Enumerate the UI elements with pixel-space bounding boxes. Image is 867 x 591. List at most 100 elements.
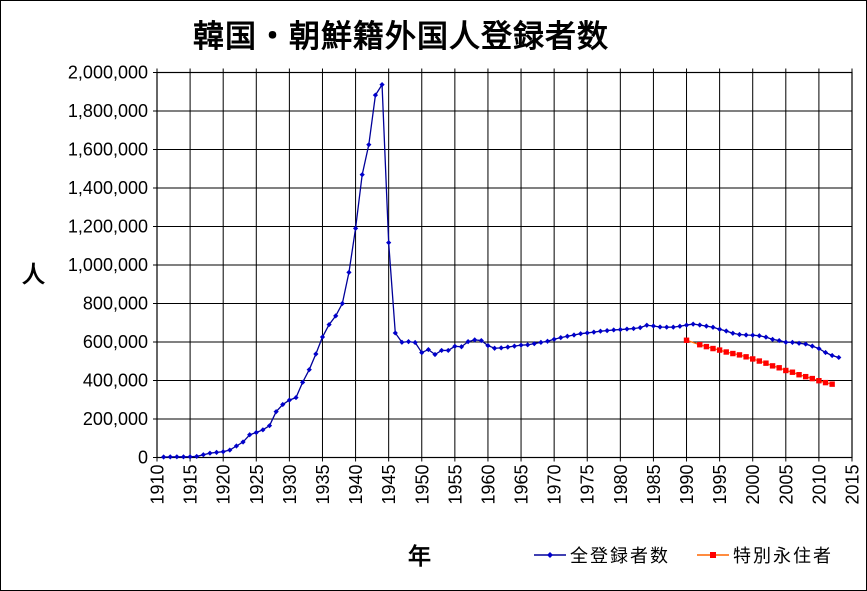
total-series-marker [604, 328, 610, 334]
total-series-marker [240, 439, 246, 445]
total-series-marker [763, 334, 769, 340]
total-series-marker [313, 351, 319, 357]
x-tick-label: 1960 [478, 465, 498, 505]
special-series-marker [816, 377, 822, 384]
total-series-marker [723, 328, 729, 334]
y-tick-label: 1,000,000 [68, 255, 148, 275]
total-series-marker [789, 339, 796, 345]
y-tick-label: 1,800,000 [68, 101, 148, 121]
total-series-marker [359, 172, 365, 178]
total-series-marker [769, 336, 776, 342]
total-series-marker [736, 331, 743, 338]
total-series-marker [644, 322, 650, 328]
x-tick-label: 1920 [214, 465, 234, 505]
total-series-marker [597, 328, 604, 334]
legend-sample-total-icon [534, 552, 566, 558]
total-series-marker [558, 335, 564, 341]
total-series-marker [750, 332, 756, 338]
special-series-marker [796, 372, 802, 378]
total-series-marker [439, 347, 445, 354]
total-series-marker [346, 269, 352, 275]
total-series-marker [637, 325, 643, 331]
legend-sample-special-icon [697, 552, 729, 558]
chart-title: 韓国・朝鮮籍外国人登録者数 [193, 19, 609, 54]
total-series-marker [776, 337, 782, 344]
x-tick-label: 1915 [181, 465, 201, 505]
x-tick-label: 1945 [379, 465, 399, 505]
total-series-marker [286, 397, 292, 403]
total-series-marker [809, 343, 815, 349]
total-series-marker [683, 322, 690, 328]
x-tick-label: 1940 [346, 465, 366, 505]
total-series-marker [584, 330, 590, 336]
total-series-marker [339, 300, 345, 307]
total-series-marker [796, 340, 802, 346]
total-series-marker [187, 454, 193, 460]
y-tick-label: 1,400,000 [68, 178, 148, 198]
total-series-marker [531, 341, 537, 347]
special-series-marker [776, 365, 782, 371]
total-series-marker [591, 329, 597, 335]
total-series-marker [293, 394, 299, 401]
total-series-marker [538, 339, 544, 345]
total-series-marker [650, 323, 657, 329]
total-series-marker [478, 337, 484, 344]
special-series-marker [829, 381, 835, 387]
total-series-marker [624, 326, 630, 332]
special-series-line [686, 339, 833, 385]
total-series-marker [366, 142, 372, 148]
total-series-marker [551, 336, 557, 342]
total-series-marker [836, 354, 842, 361]
total-series-marker [491, 345, 498, 351]
y-tick-label: 200,000 [83, 409, 148, 429]
total-series-marker [822, 349, 829, 356]
total-series-marker [452, 343, 458, 349]
total-series-marker [174, 454, 180, 460]
total-series-marker [200, 452, 206, 458]
legend: 全登録者数 特別永住者 [533, 542, 833, 568]
total-series-marker [379, 82, 385, 88]
total-series-marker [180, 454, 187, 460]
special-series-marker [822, 379, 829, 386]
legend-label-special: 特別永住者 [733, 546, 833, 566]
total-series-marker [571, 332, 577, 338]
total-series-marker [419, 350, 425, 356]
total-series-marker [319, 334, 326, 340]
total-series-marker [458, 344, 465, 350]
total-series-marker [518, 342, 524, 348]
total-series-marker [485, 343, 491, 349]
x-tick-label: 1980 [611, 465, 631, 505]
y-axis-title: 人 [22, 261, 45, 287]
legend-item-special: 特別永住者 [696, 542, 833, 568]
special-series-marker [789, 369, 796, 375]
total-series-marker [161, 454, 167, 460]
special-series-marker [756, 358, 763, 364]
total-series-marker [273, 409, 279, 415]
total-series-marker [564, 333, 570, 339]
total-series-marker [253, 429, 259, 436]
x-tick-label: 1995 [710, 465, 730, 505]
x-tick-label: 1965 [512, 465, 532, 505]
total-series-marker [207, 450, 213, 456]
special-series-marker [750, 356, 756, 362]
total-series-marker [710, 324, 716, 330]
total-series-marker [432, 351, 438, 358]
special-series-marker [710, 345, 716, 352]
y-tick-label: 2,000,000 [68, 63, 148, 83]
total-series-marker [372, 92, 379, 98]
total-series-marker [505, 344, 511, 350]
x-tick-label: 2005 [776, 465, 796, 505]
x-tick-label: 1970 [545, 465, 565, 505]
total-series-marker [405, 339, 412, 345]
total-series-marker [266, 423, 273, 429]
total-series-marker [617, 326, 623, 333]
total-series-marker [525, 342, 531, 348]
special-series-marker [769, 363, 776, 369]
special-series-marker [716, 347, 723, 353]
special-series-marker [802, 373, 809, 380]
y-tick-label: 1,200,000 [68, 217, 148, 237]
total-series-marker [717, 326, 723, 332]
total-series-marker [220, 449, 226, 455]
